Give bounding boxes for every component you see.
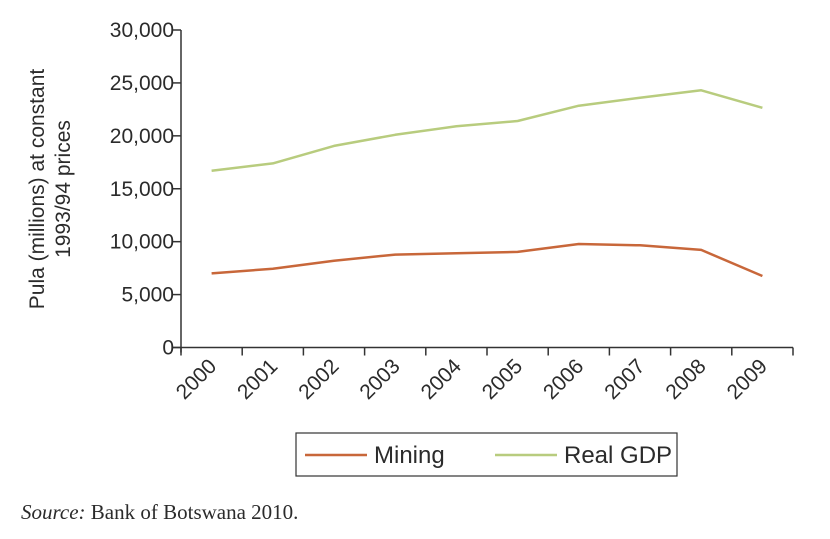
y-tick-label: 20,000 — [110, 125, 174, 148]
legend: Mining Real GDP — [295, 432, 678, 477]
y-axis-title: Pula (millions) at constant 1993/94 price… — [26, 69, 75, 310]
x-tick-label: 2004 — [417, 355, 467, 405]
axes — [173, 30, 793, 353]
y-axis-title-line: 1993/94 prices — [52, 120, 75, 258]
series-line-real-gdp — [211, 89, 763, 173]
legend-label: Mining — [374, 442, 445, 469]
x-tick-label: 2001 — [233, 355, 282, 404]
x-tick-label: 2005 — [478, 355, 527, 404]
y-tick-label: 15,000 — [110, 178, 174, 201]
y-tick-label: 5,000 — [121, 284, 174, 307]
y-axis-title-line: Pula (millions) at constant — [26, 69, 49, 310]
y-tick-label: 25,000 — [110, 72, 174, 95]
x-tick-label: 2008 — [661, 355, 710, 404]
series-line-mining — [211, 242, 763, 278]
y-tick-label: 0 — [162, 337, 174, 360]
source-label: Source: — [21, 500, 86, 524]
x-tick-label: 2003 — [355, 355, 404, 404]
x-tick-label: 2006 — [539, 355, 588, 404]
y-axis-ticks: 0 5,000 10,000 15,000 20,000 25,000 30,000 — [110, 19, 181, 360]
source-text: Bank of Botswana 2010. — [85, 500, 299, 524]
x-tick-label: 2009 — [723, 355, 772, 404]
series-lines — [211, 89, 763, 278]
legend-label: Real GDP — [564, 442, 672, 469]
line-chart: Pula (millions) at constant 1993/94 price… — [26, 19, 794, 477]
x-tick-label: 2000 — [172, 355, 221, 404]
x-tick-label: 2007 — [600, 355, 649, 404]
source-caption: Source: Bank of Botswana 2010. — [21, 500, 298, 525]
y-tick-label: 10,000 — [110, 231, 174, 254]
x-tick-label: 2002 — [294, 355, 343, 404]
y-tick-label: 30,000 — [110, 19, 174, 42]
x-axis-ticks: 2000 2001 2002 2003 2004 2005 2006 2007 2008 2009 — [172, 347, 794, 405]
